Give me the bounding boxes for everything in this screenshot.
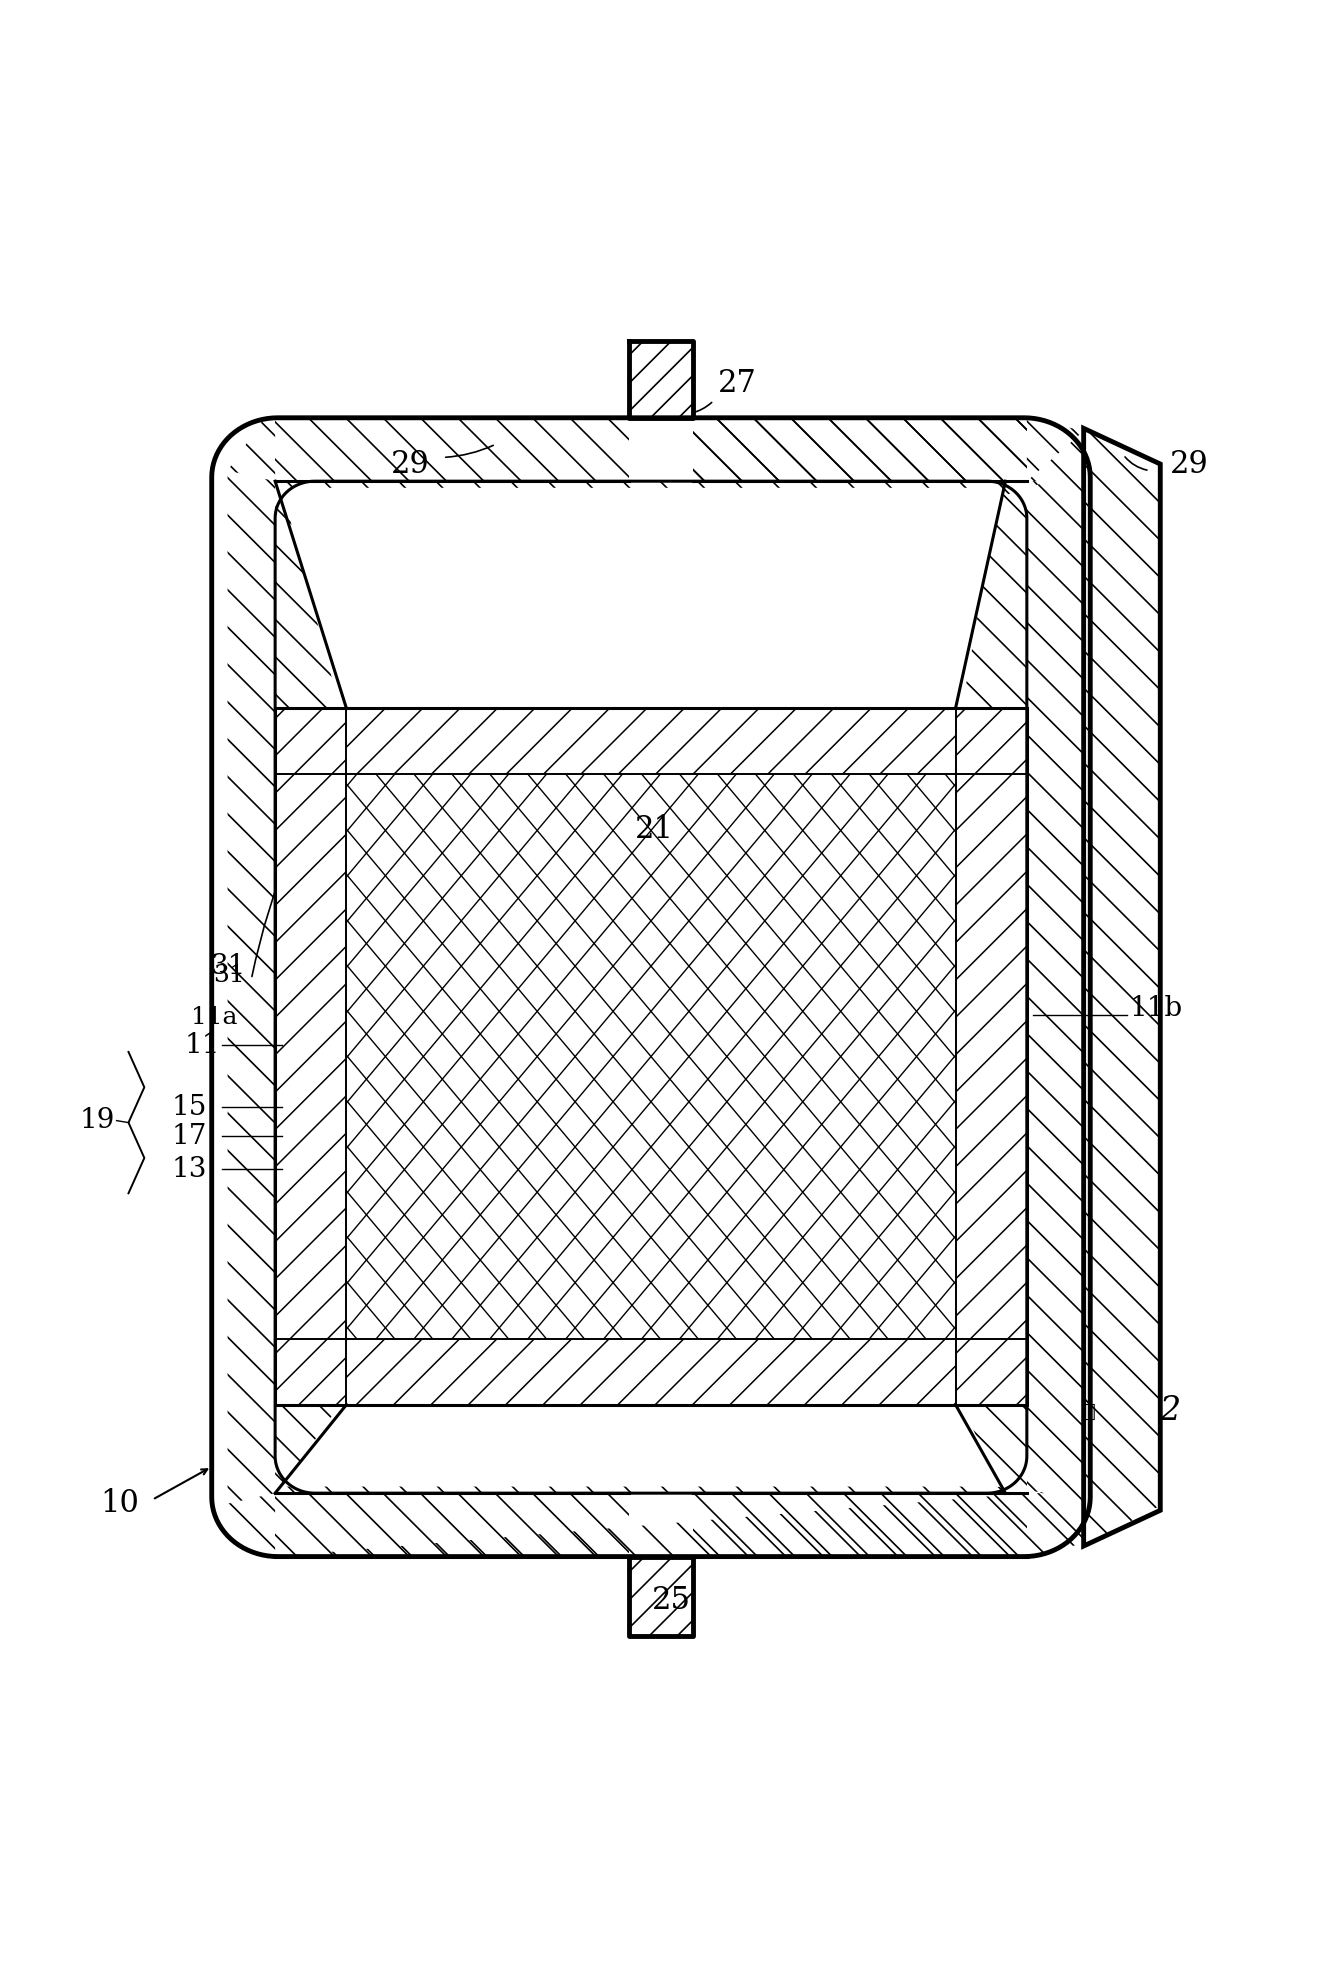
Polygon shape [1084,425,1163,1550]
Text: 29: 29 [391,449,430,480]
Polygon shape [275,708,347,1404]
Polygon shape [1084,429,1159,1546]
Polygon shape [227,417,275,480]
Text: 19: 19 [79,1107,115,1135]
Text: 13: 13 [172,1157,207,1182]
Text: 11a: 11a [191,1006,238,1030]
Polygon shape [282,488,999,708]
Polygon shape [275,1493,1027,1556]
Polygon shape [347,708,956,775]
Polygon shape [275,480,1048,708]
Polygon shape [629,342,693,417]
Polygon shape [956,480,1027,708]
Polygon shape [282,1404,999,1487]
Text: 11b: 11b [1129,994,1183,1022]
Polygon shape [275,1404,1048,1493]
Polygon shape [275,1493,1084,1556]
Text: 10: 10 [100,1489,139,1518]
Polygon shape [275,1493,629,1556]
Polygon shape [347,775,956,1338]
Polygon shape [212,417,1091,1556]
Polygon shape [693,417,1027,480]
Text: 31: 31 [214,965,244,987]
Text: 2: 2 [1159,1396,1180,1427]
Text: 29: 29 [1169,449,1208,480]
Polygon shape [956,1404,1027,1493]
Polygon shape [227,1493,275,1556]
Polygon shape [275,417,629,480]
Text: 図: 図 [1084,1402,1096,1421]
Polygon shape [1027,431,1084,1544]
Polygon shape [693,417,1027,480]
Polygon shape [227,471,275,1504]
Polygon shape [956,708,1027,1404]
Text: 27: 27 [718,368,757,399]
Text: 21: 21 [634,815,674,846]
Text: 15: 15 [172,1093,207,1121]
Text: 17: 17 [171,1123,207,1151]
Text: 11: 11 [184,1032,220,1060]
Polygon shape [347,1338,956,1404]
Text: 31: 31 [211,953,247,979]
Polygon shape [1027,417,1084,480]
Text: 25: 25 [651,1586,692,1615]
Polygon shape [629,1556,693,1635]
